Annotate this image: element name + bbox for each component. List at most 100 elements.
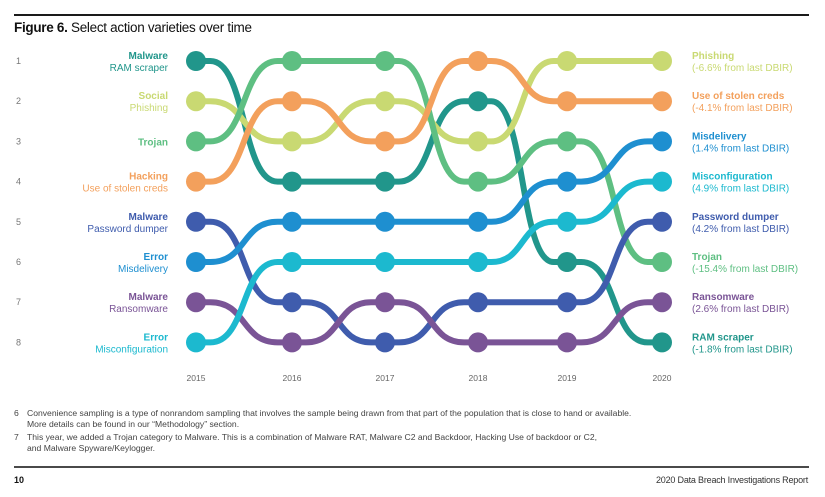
figure-title: Figure 6. Select action varieties over t… [14, 20, 252, 35]
dot-misdelivery-2017 [375, 211, 395, 232]
top-rule [14, 14, 809, 16]
dot-trojan-2015 [186, 131, 206, 152]
dot-password-dumper-2015 [186, 211, 206, 232]
start-label-category: Malware [129, 292, 169, 303]
dot-password-dumper-2016 [282, 292, 302, 313]
end-label-change: (-4.1% from last DBIR) [692, 103, 793, 114]
start-label-category: Social [139, 91, 169, 102]
end-label-name: Misconfiguration [692, 172, 773, 183]
dot-stolen-creds-2015 [186, 171, 206, 192]
end-label-change: (-6.6% from last DBIR) [692, 63, 793, 74]
dot-misdelivery-2019 [557, 171, 577, 192]
dot-misdelivery-2020 [652, 131, 672, 152]
dot-trojan-2019 [557, 131, 577, 152]
figure-title-text: Select action varieties over time [71, 20, 252, 35]
dot-stolen-creds-2019 [557, 91, 577, 112]
start-label-category: Malware [129, 51, 169, 62]
end-label-change: (-15.4% from last DBIR) [692, 264, 798, 275]
dot-ransomware-2018 [468, 332, 488, 353]
year-label: 2016 [283, 373, 302, 383]
start-label-name: Phishing [130, 103, 168, 114]
rank-label: 1 [16, 56, 21, 66]
rank-label: 7 [16, 297, 21, 307]
rank-label: 6 [16, 257, 21, 267]
dot-misconfiguration-2020 [652, 171, 672, 192]
end-label-name: RAM scraper [692, 332, 754, 343]
end-label-change: (2.6% from last DBIR) [692, 304, 789, 315]
series-line-phishing [193, 58, 665, 145]
dot-password-dumper-2020 [652, 211, 672, 232]
start-label-category: Error [144, 332, 169, 343]
dot-misdelivery-2018 [468, 211, 488, 232]
dot-password-dumper-2017 [375, 332, 395, 353]
start-label-name: Use of stolen creds [82, 184, 168, 195]
dot-phishing-2015 [186, 91, 206, 112]
dot-phishing-2020 [652, 51, 672, 71]
footnote-text-cont: and Malware Spyware/Keylogger. [27, 442, 156, 453]
dot-misconfiguration-2016 [282, 252, 302, 272]
start-label-category: Error [144, 252, 169, 263]
end-label-name: Use of stolen creds [692, 91, 785, 102]
figure-label: Figure 6. [14, 20, 68, 35]
dot-ram-scraper-2018 [468, 91, 488, 112]
rank-label: 5 [16, 217, 21, 227]
end-label-name: Misdelivery [692, 131, 747, 142]
dot-ram-scraper-2016 [282, 171, 302, 192]
end-label-name: Trojan [692, 252, 722, 263]
dot-misconfiguration-2017 [375, 252, 395, 272]
dot-ram-scraper-2019 [557, 252, 577, 272]
end-label-name: Phishing [692, 51, 734, 62]
dot-misconfiguration-2015 [186, 332, 206, 353]
rank-label: 8 [16, 337, 21, 347]
dot-ram-scraper-2020 [652, 332, 672, 353]
end-label-change: (-1.8% from last DBIR) [692, 344, 793, 355]
page-number: 10 [14, 475, 25, 485]
dot-ransomware-2019 [557, 332, 577, 353]
series-line-trojan [193, 58, 665, 265]
start-label-name: Password dumper [87, 224, 168, 235]
series-line-ransomware [193, 299, 665, 346]
series-line-misdelivery [193, 138, 665, 265]
footnote-number: 6 [14, 408, 19, 418]
end-label-change: (1.4% from last DBIR) [692, 143, 789, 154]
dot-stolen-creds-2016 [282, 91, 302, 112]
year-label: 2017 [376, 373, 395, 383]
start-label-name: Misdelivery [118, 264, 168, 275]
dot-ram-scraper-2017 [375, 171, 395, 192]
dot-ransomware-2020 [652, 292, 672, 313]
footnote-6: 6 Convenience sampling is a type of nonr… [14, 408, 804, 429]
rank-label: 4 [16, 177, 21, 187]
end-label-change: (4.2% from last DBIR) [692, 224, 789, 235]
end-label-name: Ransomware [692, 292, 755, 303]
series-line-password-dumper [193, 218, 665, 346]
dot-misconfiguration-2018 [468, 252, 488, 272]
footnote-text: This year, we added a Trojan category to… [27, 432, 598, 442]
end-label-change: (4.9% from last DBIR) [692, 184, 789, 195]
dot-ram-scraper-2015 [186, 51, 206, 71]
year-label: 2018 [469, 373, 488, 383]
year-label: 2019 [558, 373, 577, 383]
dot-phishing-2019 [557, 51, 577, 71]
footnote-number: 7 [14, 432, 19, 442]
year-axis: 2015 2016 2017 2018 2019 2020 [187, 373, 672, 383]
start-label-category: Malware [129, 212, 169, 223]
start-label-name: Ransomware [109, 304, 168, 315]
dot-misdelivery-2015 [186, 252, 206, 272]
rank-label: 2 [16, 96, 21, 106]
start-label-category: Trojan [138, 137, 168, 148]
dot-ransomware-2015 [186, 292, 206, 313]
series-lines [193, 58, 665, 346]
dot-trojan-2017 [375, 51, 395, 71]
series-line-misconfiguration [193, 178, 665, 346]
end-labels: RAM scraper(-1.8% from last DBIR) Phishin… [692, 51, 798, 355]
dot-password-dumper-2018 [468, 292, 488, 313]
end-label-name: Password dumper [692, 212, 779, 223]
start-label-category: Hacking [129, 172, 168, 183]
dot-phishing-2016 [282, 131, 302, 152]
bottom-rule [14, 466, 809, 468]
year-label: 2015 [187, 373, 206, 383]
start-label-name: Misconfiguration [95, 344, 168, 355]
dot-stolen-creds-2018 [468, 51, 488, 71]
